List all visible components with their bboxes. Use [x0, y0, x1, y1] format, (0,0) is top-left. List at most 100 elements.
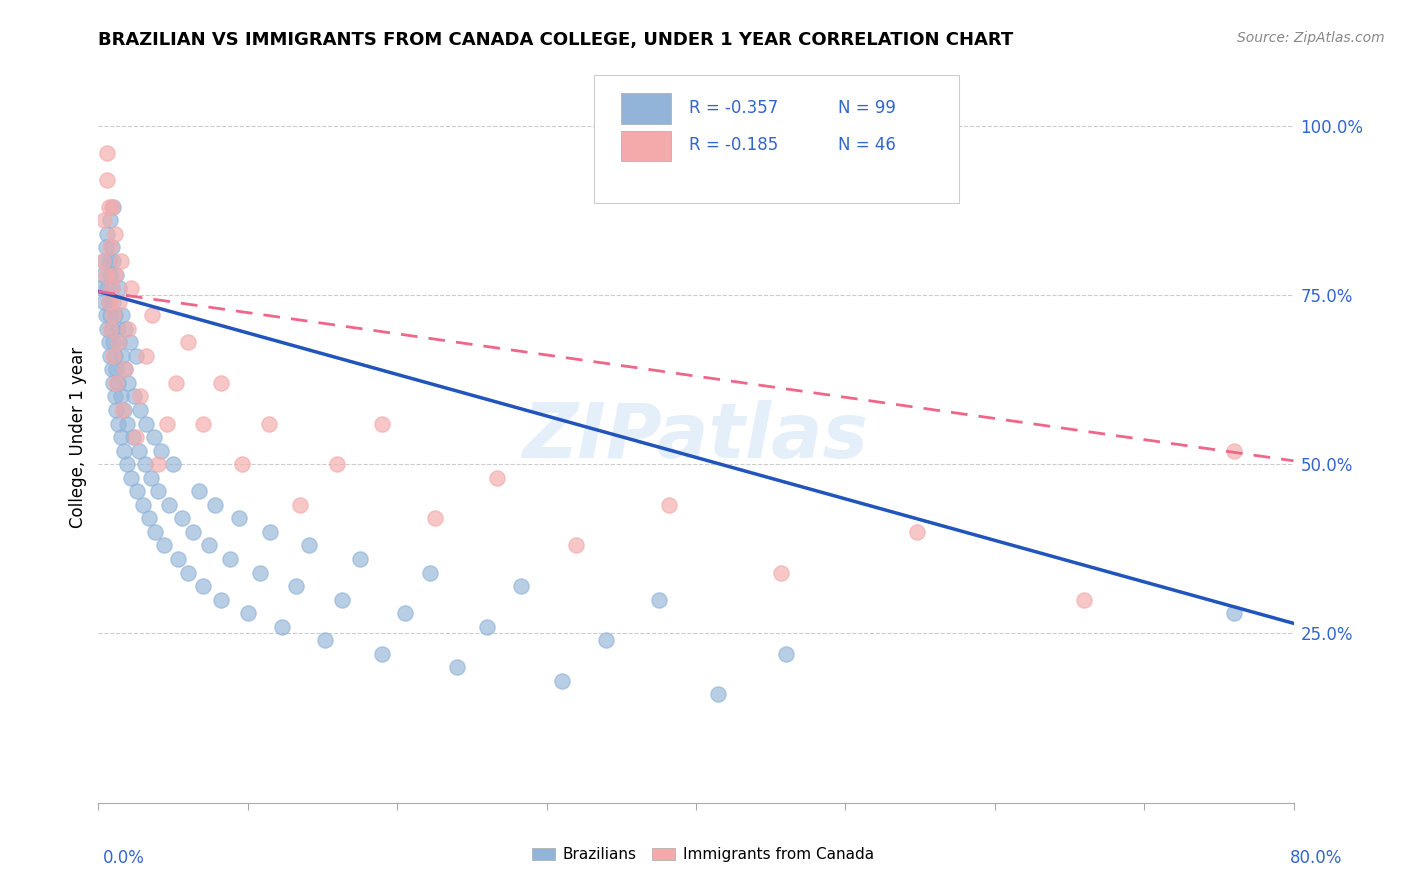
Point	[110, 389, 132, 403]
Point	[96, 281, 118, 295]
Point	[103, 308, 125, 322]
Point	[101, 362, 124, 376]
Point	[105, 376, 128, 390]
Point	[105, 362, 128, 376]
Point	[94, 308, 117, 322]
Point	[135, 349, 157, 363]
Point	[103, 335, 125, 350]
Point	[104, 268, 127, 282]
Point	[97, 294, 120, 309]
Point	[108, 294, 131, 309]
Point	[228, 511, 250, 525]
Point	[204, 498, 226, 512]
Point	[104, 389, 127, 403]
Point	[150, 443, 173, 458]
Point	[97, 254, 120, 268]
Point	[101, 281, 124, 295]
Point	[181, 524, 204, 539]
Point	[114, 322, 136, 336]
Point	[209, 376, 232, 390]
Point	[371, 417, 394, 431]
Point	[191, 417, 214, 431]
Point	[120, 281, 142, 295]
Point	[93, 213, 115, 227]
Point	[166, 552, 188, 566]
Point	[125, 349, 148, 363]
FancyBboxPatch shape	[620, 94, 671, 124]
Point	[198, 538, 221, 552]
Point	[128, 443, 150, 458]
Text: R = -0.185: R = -0.185	[689, 136, 778, 154]
Point	[96, 145, 118, 160]
Point	[165, 376, 187, 390]
Point	[658, 498, 681, 512]
Point	[120, 471, 142, 485]
Point	[98, 322, 122, 336]
Point	[110, 430, 132, 444]
Point	[219, 552, 242, 566]
Point	[162, 457, 184, 471]
Point	[177, 335, 200, 350]
Point	[90, 281, 112, 295]
Point	[236, 606, 259, 620]
Point	[271, 620, 294, 634]
Point	[148, 457, 170, 471]
Point	[326, 457, 349, 471]
Point	[129, 389, 152, 403]
Point	[117, 322, 139, 336]
Point	[129, 403, 152, 417]
Point	[107, 322, 129, 336]
Point	[172, 511, 194, 525]
Point	[101, 200, 124, 214]
Point	[510, 579, 533, 593]
Point	[101, 240, 124, 254]
Point	[259, 524, 281, 539]
Point	[98, 213, 122, 227]
Point	[104, 308, 127, 322]
Point	[647, 592, 669, 607]
Text: ZIPatlas: ZIPatlas	[523, 401, 869, 474]
Point	[249, 566, 271, 580]
Point	[108, 335, 131, 350]
Point	[114, 362, 136, 376]
Point	[115, 417, 138, 431]
Point	[98, 240, 122, 254]
Point	[707, 688, 730, 702]
Text: Source: ZipAtlas.com: Source: ZipAtlas.com	[1237, 31, 1385, 45]
Text: 80.0%: 80.0%	[1291, 849, 1343, 867]
Text: 0.0%: 0.0%	[103, 849, 145, 867]
Point	[565, 538, 588, 552]
Point	[139, 471, 162, 485]
Point	[103, 200, 125, 214]
Point	[111, 349, 134, 363]
Point	[284, 579, 307, 593]
Point	[330, 592, 353, 607]
Point	[209, 592, 232, 607]
Point	[770, 566, 793, 580]
Point	[177, 566, 200, 580]
Point	[107, 417, 129, 431]
Point	[101, 281, 124, 295]
Text: N = 46: N = 46	[838, 136, 896, 154]
Point	[187, 484, 209, 499]
Point	[93, 294, 115, 309]
FancyBboxPatch shape	[595, 75, 959, 203]
Text: R = -0.357: R = -0.357	[689, 99, 778, 117]
Point	[423, 511, 446, 525]
Point	[905, 524, 928, 539]
Point	[91, 254, 114, 268]
Point	[156, 417, 179, 431]
Point	[121, 430, 143, 444]
Point	[110, 254, 132, 268]
Point	[138, 511, 160, 525]
Point	[143, 524, 166, 539]
Point	[595, 633, 617, 648]
Point	[394, 606, 416, 620]
Point	[550, 673, 572, 688]
Point	[142, 430, 165, 444]
Point	[97, 335, 120, 350]
Point	[107, 335, 129, 350]
Point	[105, 268, 128, 282]
Point	[775, 647, 797, 661]
Point	[98, 308, 122, 322]
